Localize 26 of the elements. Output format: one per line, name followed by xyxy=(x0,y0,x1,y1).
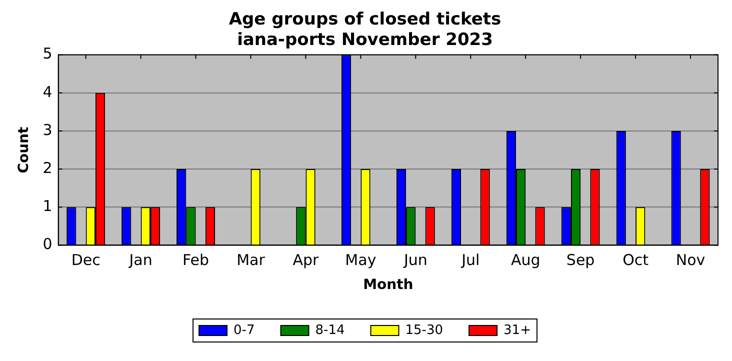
legend-label: 8-14 xyxy=(315,322,345,338)
x-tick-label: Dec xyxy=(71,251,100,270)
x-tick-label: Jun xyxy=(402,251,428,270)
x-tick-label: Feb xyxy=(182,251,210,270)
x-tick-label: Aug xyxy=(510,251,540,270)
x-tick-label: Oct xyxy=(622,251,649,270)
x-tick-label: Apr xyxy=(292,251,320,270)
y-tick-label: 4 xyxy=(42,82,52,101)
x-tick-label: Nov xyxy=(676,251,706,270)
x-tick-label: Jul xyxy=(460,251,480,270)
y-tick-label: 5 xyxy=(42,44,52,63)
x-tick-label: Jan xyxy=(128,251,152,270)
legend-label: 0-7 xyxy=(234,322,255,338)
x-tick-label: Sep xyxy=(566,251,595,270)
x-tick-label: Mar xyxy=(236,251,266,270)
x-axis-title: Month xyxy=(363,277,414,294)
legend-label: 31+ xyxy=(504,322,531,338)
y-tick-label: 0 xyxy=(42,235,52,254)
y-tick-label: 2 xyxy=(42,158,52,177)
y-tick-label: 3 xyxy=(42,120,52,139)
x-tick-label: May xyxy=(345,251,376,270)
legend-label: 15-30 xyxy=(405,322,444,338)
y-axis-title: Count xyxy=(16,126,32,174)
chart-subtitle: iana-ports November 2023 xyxy=(237,30,493,50)
chart-title: Age groups of closed tickets xyxy=(228,10,502,30)
y-tick-label: 1 xyxy=(42,197,52,216)
